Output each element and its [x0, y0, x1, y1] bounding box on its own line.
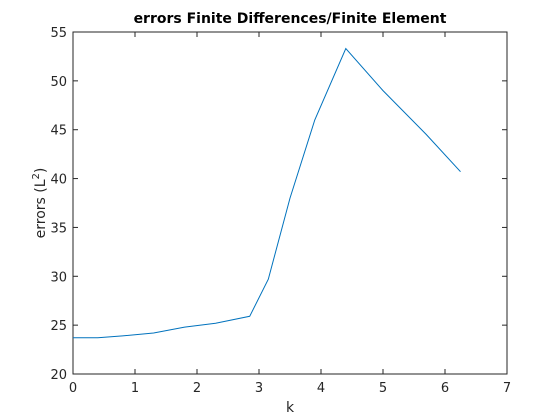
x-tick-label: 3: [255, 381, 263, 396]
x-axis-label: k: [286, 400, 295, 416]
y-tick-label: 40: [50, 173, 67, 188]
y-axis-label-superscript: 2: [31, 173, 42, 179]
y-tick-label: 50: [50, 75, 67, 90]
plot-frame: [72, 31, 508, 375]
y-tick-label: 20: [50, 368, 67, 383]
y-axis-label-close: ): [33, 168, 49, 173]
y-tick-label: 55: [50, 26, 67, 41]
y-axis-label: errors (L2): [31, 168, 49, 239]
y-tick-label: 35: [50, 221, 67, 236]
chart-title: errors Finite Differences/Finite Element: [134, 11, 447, 27]
series-line: [73, 47, 461, 339]
x-tick-label: 0: [69, 381, 77, 396]
x-tick-label: 6: [441, 381, 449, 396]
y-tick-label: 25: [50, 319, 67, 334]
y-tick-label: 30: [50, 270, 67, 285]
x-tick-label: 1: [131, 381, 139, 396]
x-tick-label: 2: [193, 381, 201, 396]
y-axis-label-main: errors (L: [33, 179, 49, 238]
x-tick-label: 5: [379, 381, 387, 396]
y-tick-label: 45: [50, 124, 67, 139]
x-tick-label: 7: [503, 381, 511, 396]
x-tick-label: 4: [317, 381, 325, 396]
data-marks: [73, 47, 461, 339]
